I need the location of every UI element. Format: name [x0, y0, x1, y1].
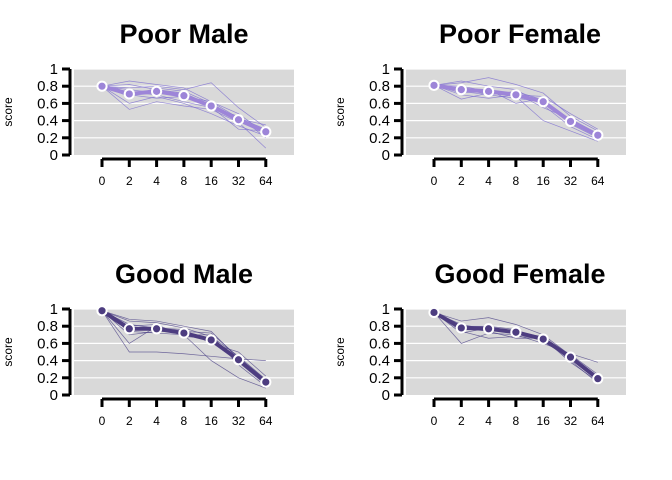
mean-point — [232, 354, 245, 366]
x-tick-label: 64 — [591, 414, 605, 428]
mean-point — [510, 89, 522, 101]
x-tick-label: 4 — [153, 174, 160, 188]
y-tick-label: 1 — [382, 301, 390, 318]
y-tick-label: 0.4 — [369, 113, 390, 130]
mean-point — [564, 351, 577, 363]
mean-point — [510, 326, 522, 338]
x-tick-label: 64 — [259, 414, 273, 428]
x-tick-label: 32 — [232, 174, 246, 188]
x-tick-label: 8 — [181, 414, 188, 428]
mean-point — [96, 305, 108, 317]
mean-point — [96, 80, 108, 92]
mean-point — [178, 90, 190, 102]
x-tick-label: 4 — [485, 174, 492, 188]
x-tick-label: 2 — [458, 174, 465, 188]
x-tick-label: 8 — [181, 174, 188, 188]
y-axis-title: score — [333, 337, 347, 367]
y-tick-label: 0 — [50, 147, 58, 164]
mean-point — [205, 334, 217, 346]
mean-point — [564, 115, 577, 128]
y-tick-label: 0.8 — [37, 78, 58, 95]
individual-series-line — [101, 85, 266, 137]
mean-point — [592, 373, 604, 385]
mean-point — [428, 306, 440, 319]
y-axis-title: score — [1, 97, 15, 127]
mean-point — [483, 323, 495, 335]
y-tick-label: 0.2 — [37, 370, 58, 387]
x-tick-label: 0 — [431, 174, 438, 188]
x-tick-label: 0 — [99, 174, 106, 188]
x-tick-label: 4 — [485, 414, 492, 428]
x-tick-label: 16 — [205, 174, 219, 188]
panel-title: Poor Male — [119, 19, 248, 49]
mean-point — [205, 100, 217, 112]
mean-point — [151, 85, 163, 97]
y-tick-label: 0.2 — [369, 370, 390, 387]
x-tick-label: 16 — [537, 174, 551, 188]
x-tick-label: 0 — [99, 414, 106, 428]
plot-background — [406, 309, 626, 395]
individual-series-line — [101, 82, 267, 128]
y-tick-label: 1 — [382, 61, 390, 78]
mean-point — [123, 323, 135, 335]
mean-point — [151, 323, 163, 335]
y-tick-label: 0.6 — [37, 95, 58, 112]
x-tick-label: 4 — [153, 414, 160, 428]
y-tick-label: 1 — [50, 301, 58, 318]
x-tick-label: 2 — [458, 414, 465, 428]
y-tick-label: 0.4 — [37, 353, 58, 370]
y-tick-label: 0.8 — [369, 318, 390, 335]
mean-point — [428, 79, 440, 91]
x-tick-label: 16 — [205, 414, 219, 428]
y-tick-label: 0.2 — [37, 130, 58, 147]
x-tick-label: 16 — [537, 414, 551, 428]
mean-point — [232, 114, 245, 126]
mean-point — [455, 84, 467, 96]
y-tick-label: 0 — [382, 147, 390, 164]
panel-title: Good Male — [115, 259, 253, 289]
mean-point — [455, 322, 467, 334]
y-axis-title: score — [333, 97, 347, 127]
y-axis-title: score — [1, 337, 15, 367]
mean-point — [483, 85, 495, 97]
mean-point — [537, 333, 549, 345]
x-tick-label: 32 — [564, 174, 578, 188]
mean-point — [178, 327, 190, 339]
mean-point — [260, 376, 272, 388]
y-tick-label: 0.8 — [369, 78, 390, 95]
y-tick-label: 0.2 — [369, 130, 390, 147]
mean-point — [123, 88, 135, 100]
y-tick-label: 0.6 — [37, 335, 58, 352]
y-tick-label: 0 — [382, 387, 390, 404]
x-tick-label: 32 — [232, 414, 246, 428]
y-tick-label: 0.8 — [37, 318, 58, 335]
y-tick-label: 0 — [50, 387, 58, 404]
mean-point — [537, 96, 549, 108]
x-tick-label: 2 — [126, 414, 133, 428]
y-tick-label: 0.4 — [37, 113, 58, 130]
panel-title: Poor Female — [439, 19, 601, 49]
x-tick-label: 8 — [513, 174, 520, 188]
x-tick-label: 2 — [126, 174, 133, 188]
x-tick-label: 0 — [431, 414, 438, 428]
y-tick-label: 0.6 — [369, 335, 390, 352]
x-tick-label: 64 — [259, 174, 273, 188]
y-tick-label: 1 — [50, 61, 58, 78]
x-tick-label: 8 — [513, 414, 520, 428]
mean-point — [260, 126, 272, 138]
panel-title: Good Female — [434, 259, 605, 289]
y-tick-label: 0.4 — [369, 353, 390, 370]
x-tick-label: 32 — [564, 414, 578, 428]
plot-background — [74, 69, 294, 155]
x-tick-label: 64 — [591, 174, 605, 188]
mean-point — [592, 129, 604, 141]
plot-background — [406, 69, 626, 155]
y-tick-label: 0.6 — [369, 95, 390, 112]
